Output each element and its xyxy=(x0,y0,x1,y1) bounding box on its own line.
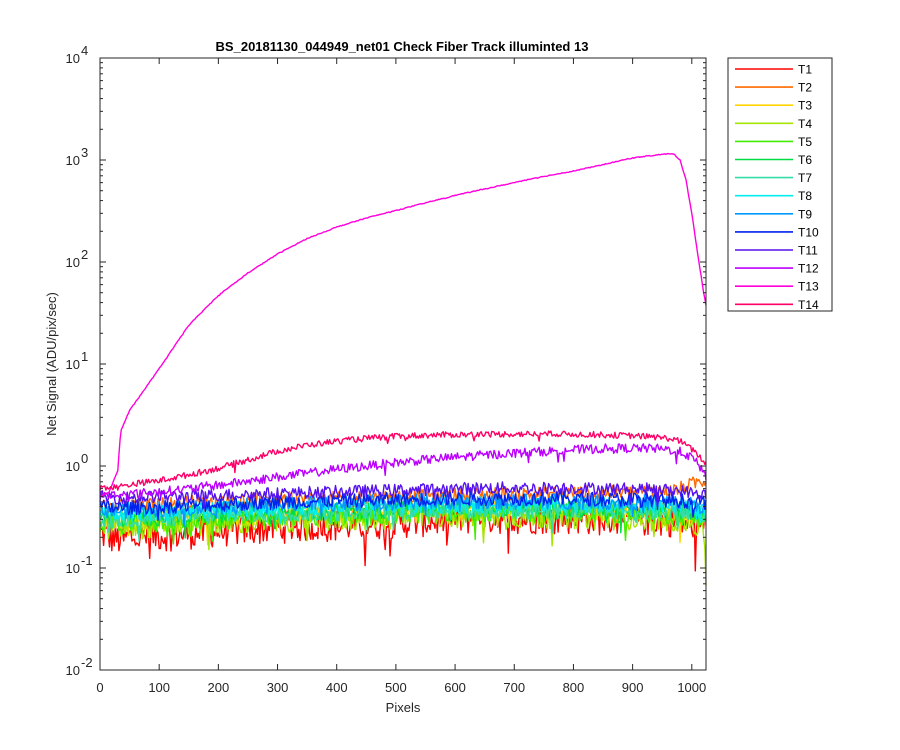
series-line-t12 xyxy=(99,443,707,502)
y-tick-label: 10 xyxy=(66,357,80,372)
x-tick-label: 900 xyxy=(622,680,644,695)
legend-label-t11: T11 xyxy=(798,244,818,258)
legend-label-t2: T2 xyxy=(798,81,812,95)
legend-label-t7: T7 xyxy=(798,171,812,185)
series-line-t11 xyxy=(99,481,707,511)
legend-label-t4: T4 xyxy=(798,117,812,131)
legend-label-t12: T12 xyxy=(798,262,819,276)
x-tick-label: 300 xyxy=(267,680,289,695)
y-tick-exponent: 4 xyxy=(81,43,88,58)
y-tick-exponent: 3 xyxy=(81,145,88,160)
x-axis-label: Pixels xyxy=(386,700,421,715)
y-tick-label: 10 xyxy=(66,459,80,474)
x-tick-label: 200 xyxy=(208,680,230,695)
y-tick-label: 10 xyxy=(66,663,80,678)
series-line-t14 xyxy=(99,430,707,491)
x-tick-label: 1000 xyxy=(677,680,706,695)
y-axis-label: Net Signal (ADU/pix/sec) xyxy=(44,292,59,436)
legend-label-t8: T8 xyxy=(798,189,812,203)
y-tick-label: 10 xyxy=(66,51,80,66)
y-tick-exponent: 1 xyxy=(81,349,88,364)
series-layer xyxy=(99,152,707,586)
series-line-t13 xyxy=(99,152,707,498)
x-tick-label: 0 xyxy=(96,680,103,695)
x-tick-label: 600 xyxy=(444,680,466,695)
legend-label-t9: T9 xyxy=(798,207,812,221)
legend-label-t6: T6 xyxy=(798,153,812,167)
x-tick-label: 100 xyxy=(148,680,170,695)
plot-area xyxy=(100,58,706,670)
x-tick-label: 800 xyxy=(563,680,585,695)
y-tick-label: 10 xyxy=(66,255,80,270)
y-tick-exponent: 0 xyxy=(81,451,88,466)
legend-label-t5: T5 xyxy=(798,135,812,149)
legend-label-t13: T13 xyxy=(798,280,819,294)
legend-label-t10: T10 xyxy=(798,225,819,239)
legend-label-t1: T1 xyxy=(798,63,812,77)
y-tick-label: 10 xyxy=(66,561,80,576)
series-line-t10 xyxy=(99,490,707,521)
legend: T1 T2 T3 T4 T5 T6 T7 T8 T9 T10 T11 T12 T13 T14 xyxy=(727,57,833,312)
y-tick-exponent: -2 xyxy=(81,655,93,670)
legend-label-t3: T3 xyxy=(798,99,812,113)
x-tick-label: 400 xyxy=(326,680,348,695)
y-tick-exponent: -1 xyxy=(81,553,93,568)
y-tick-label: 10 xyxy=(66,153,80,168)
x-tick-label: 700 xyxy=(503,680,525,695)
legend-label-t14: T14 xyxy=(798,298,819,312)
chart-title: BS_20181130_044949_net01 Check Fiber Tra… xyxy=(216,39,589,54)
y-tick-exponent: 2 xyxy=(81,247,88,262)
x-tick-label: 500 xyxy=(385,680,407,695)
axis-layer: 0 100 200 300 400 500 600 700 800 900 100010-210-1… xyxy=(66,43,707,695)
